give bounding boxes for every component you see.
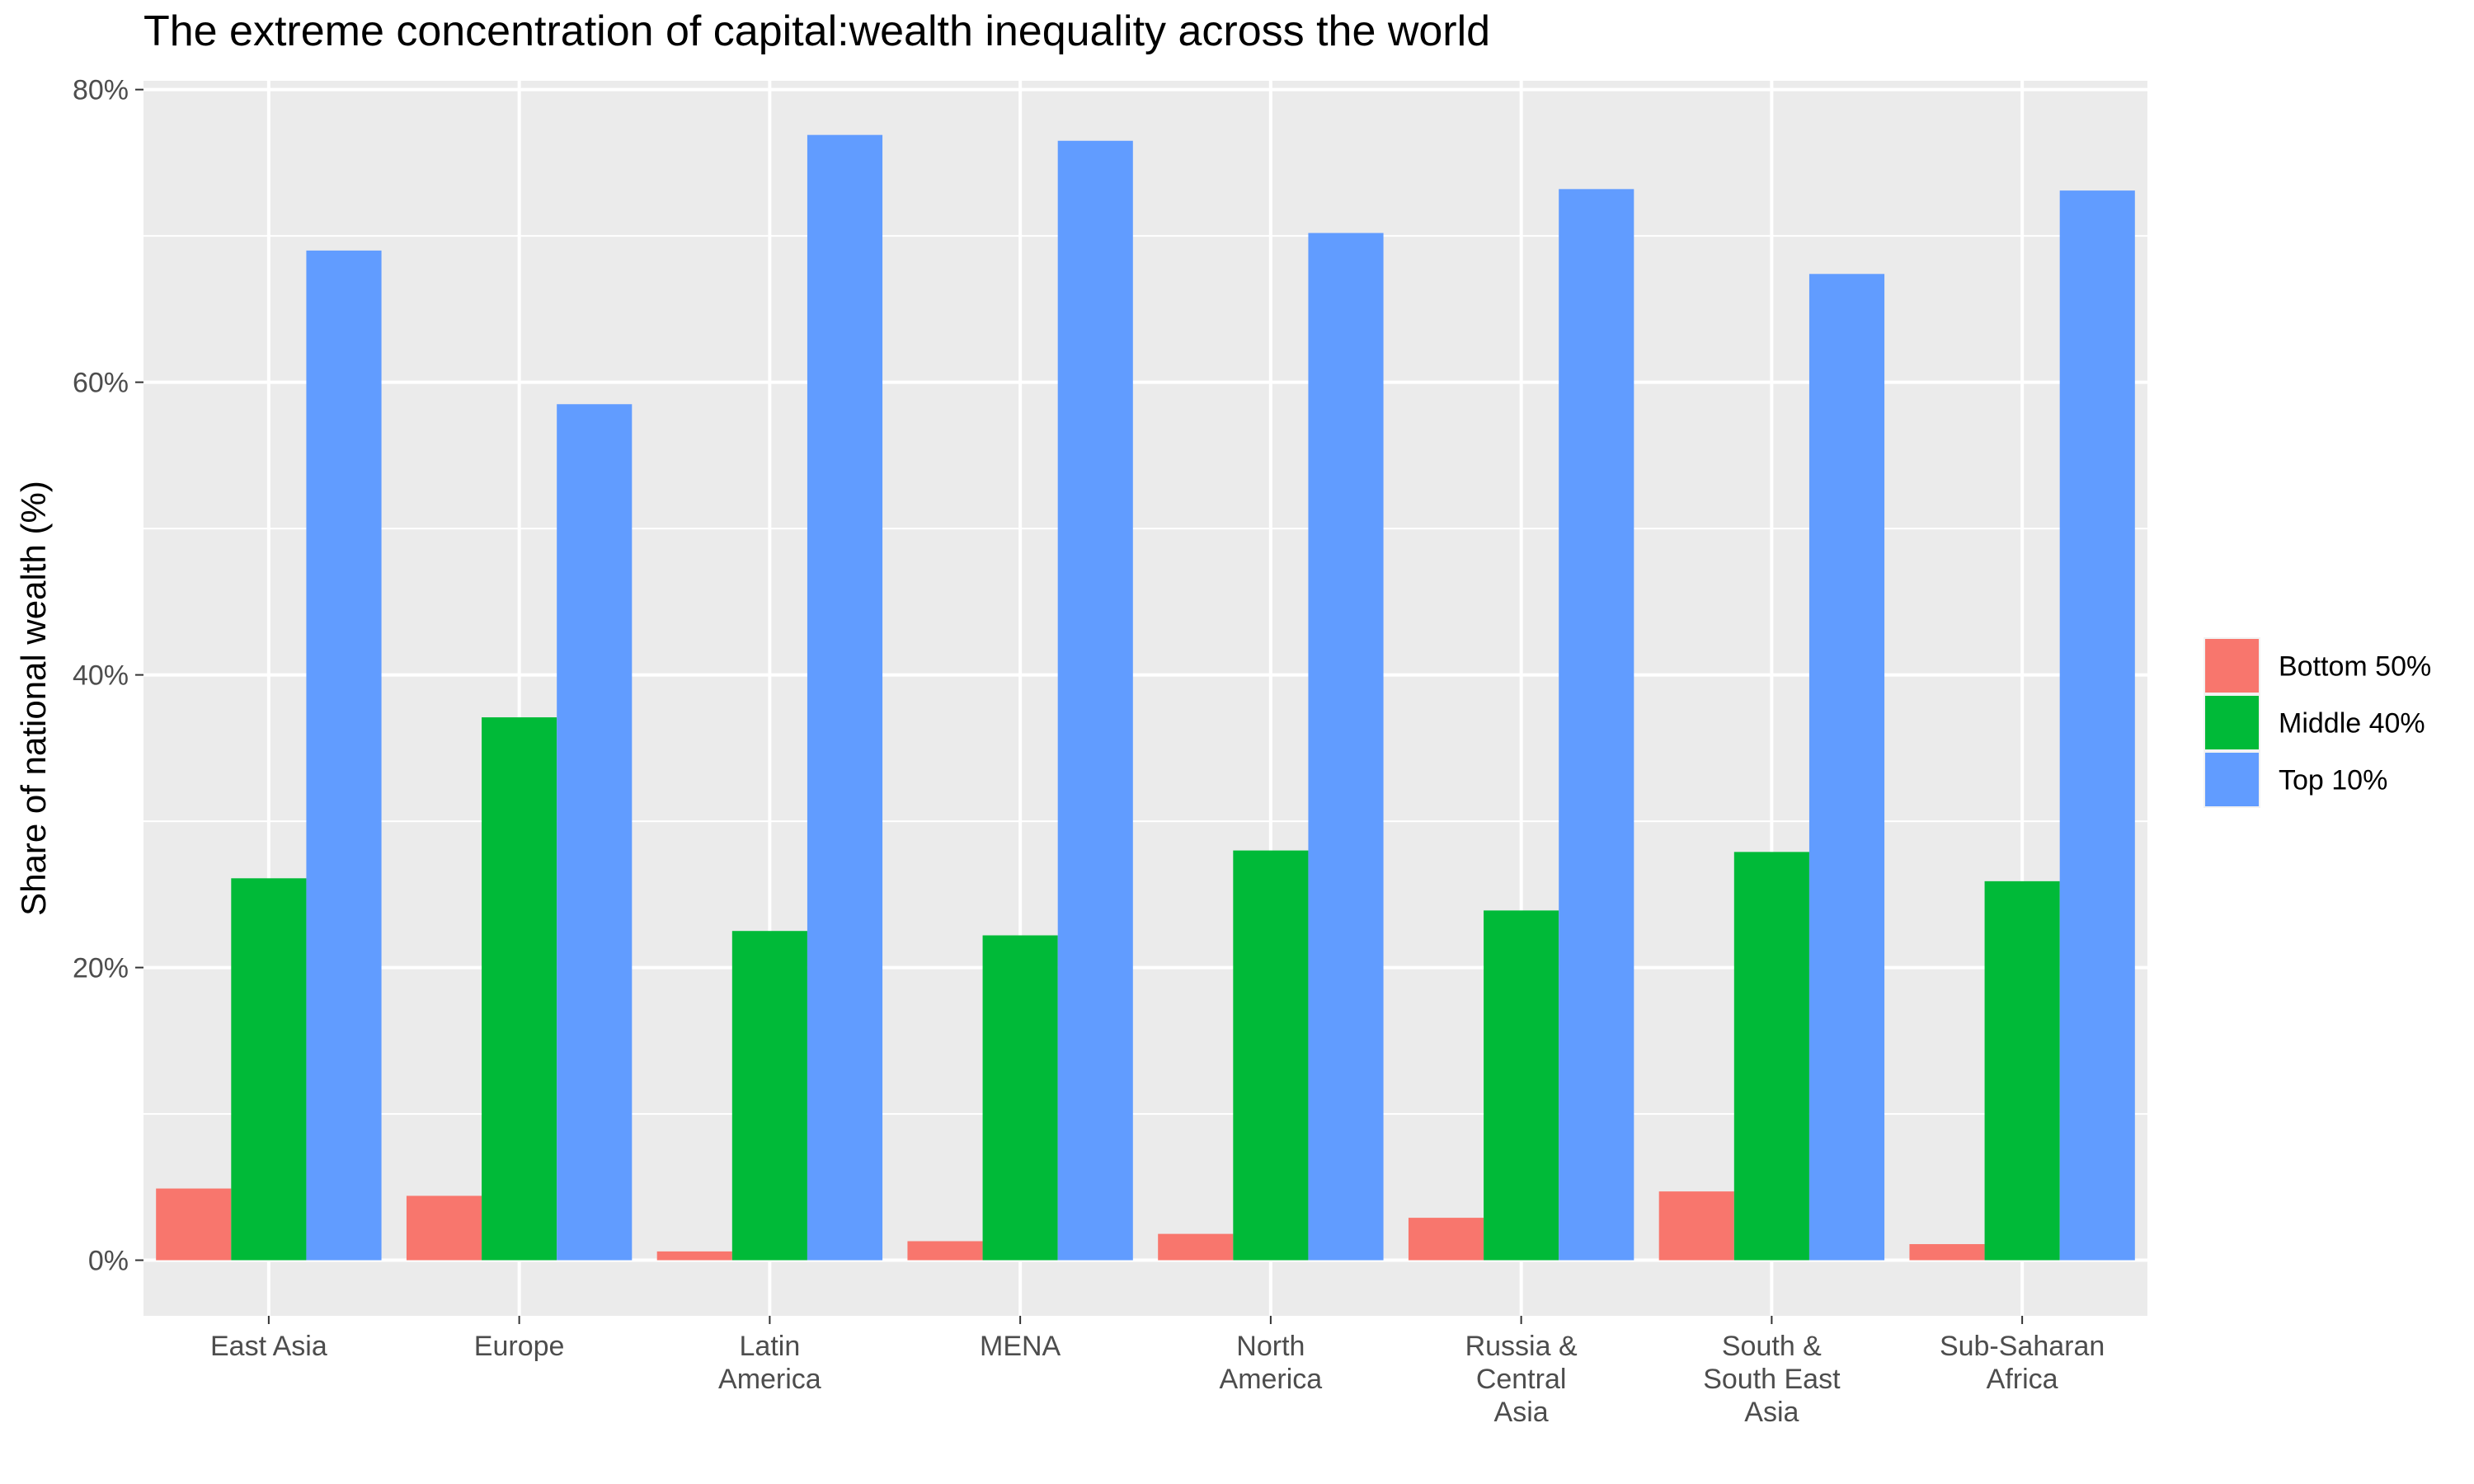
y-tick-label: 40% — [73, 660, 129, 692]
x-tick-label: East Asia — [210, 1331, 327, 1362]
bar — [982, 935, 1058, 1261]
bar — [306, 250, 382, 1261]
legend-key — [2205, 639, 2259, 693]
x-tick-label: Central — [1476, 1364, 1567, 1395]
x-tick-label: South East — [1703, 1364, 1841, 1395]
legend-key — [2205, 753, 2259, 806]
bar — [656, 1251, 732, 1261]
x-tick-label: Asia — [1494, 1397, 1549, 1428]
bar — [557, 404, 633, 1261]
x-tick-label: Russia & — [1465, 1331, 1578, 1362]
legend-label: Middle 40% — [2279, 708, 2425, 740]
bars-layer — [156, 134, 2135, 1261]
bar — [1658, 1191, 1734, 1261]
bar — [1559, 189, 1634, 1261]
x-tick-label: MENA — [980, 1331, 1061, 1362]
bar — [807, 134, 883, 1261]
x-tick-label: America — [1220, 1364, 1323, 1395]
bar — [1233, 850, 1309, 1261]
x-tick-label: Asia — [1744, 1397, 1799, 1428]
x-tick-label: Africa — [1987, 1364, 2058, 1395]
legend-key — [2205, 696, 2259, 749]
y-tick-label: 20% — [73, 953, 129, 984]
legend-label: Top 10% — [2279, 765, 2387, 796]
bar — [1909, 1244, 1985, 1261]
x-tick-label: Europe — [474, 1331, 565, 1362]
x-tick-label: America — [718, 1364, 821, 1395]
x-tick-label: North — [1236, 1331, 1305, 1362]
y-tick-label: 0% — [88, 1246, 129, 1277]
x-tick-label: Sub-Saharan — [1940, 1331, 2105, 1362]
axes-layer: 0%20%40%60%80%East Asia Europe LatinAmeric… — [73, 75, 2105, 1428]
bar — [231, 878, 307, 1261]
bar — [482, 717, 557, 1261]
bar — [1057, 140, 1133, 1261]
bar — [1484, 910, 1559, 1261]
bar — [1408, 1218, 1484, 1261]
bar — [1808, 274, 1885, 1261]
bar — [156, 1188, 232, 1261]
bar — [1308, 232, 1384, 1261]
bar — [2059, 190, 2135, 1261]
bar — [406, 1195, 482, 1261]
bar — [1733, 852, 1809, 1261]
y-axis-title: Share of national wealth (%) — [14, 481, 53, 916]
legend-label: Bottom 50% — [2279, 651, 2431, 683]
chart-title: The extreme concentration of capital:wea… — [143, 7, 1491, 55]
bar — [731, 931, 807, 1261]
bar — [1158, 1233, 1234, 1261]
x-tick-label: Latin — [740, 1331, 801, 1362]
bar — [1984, 881, 2060, 1261]
y-tick-label: 80% — [73, 75, 129, 106]
x-tick-label: South & — [1722, 1331, 1822, 1362]
y-tick-label: 60% — [73, 368, 129, 399]
legend: Bottom 50% Middle 40% Top 10% — [2204, 637, 2431, 808]
bar — [907, 1241, 983, 1261]
